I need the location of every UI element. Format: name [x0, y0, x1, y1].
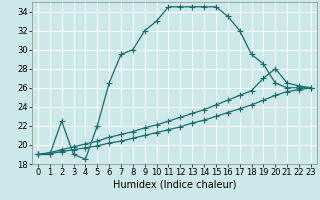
X-axis label: Humidex (Indice chaleur): Humidex (Indice chaleur)	[113, 180, 236, 190]
